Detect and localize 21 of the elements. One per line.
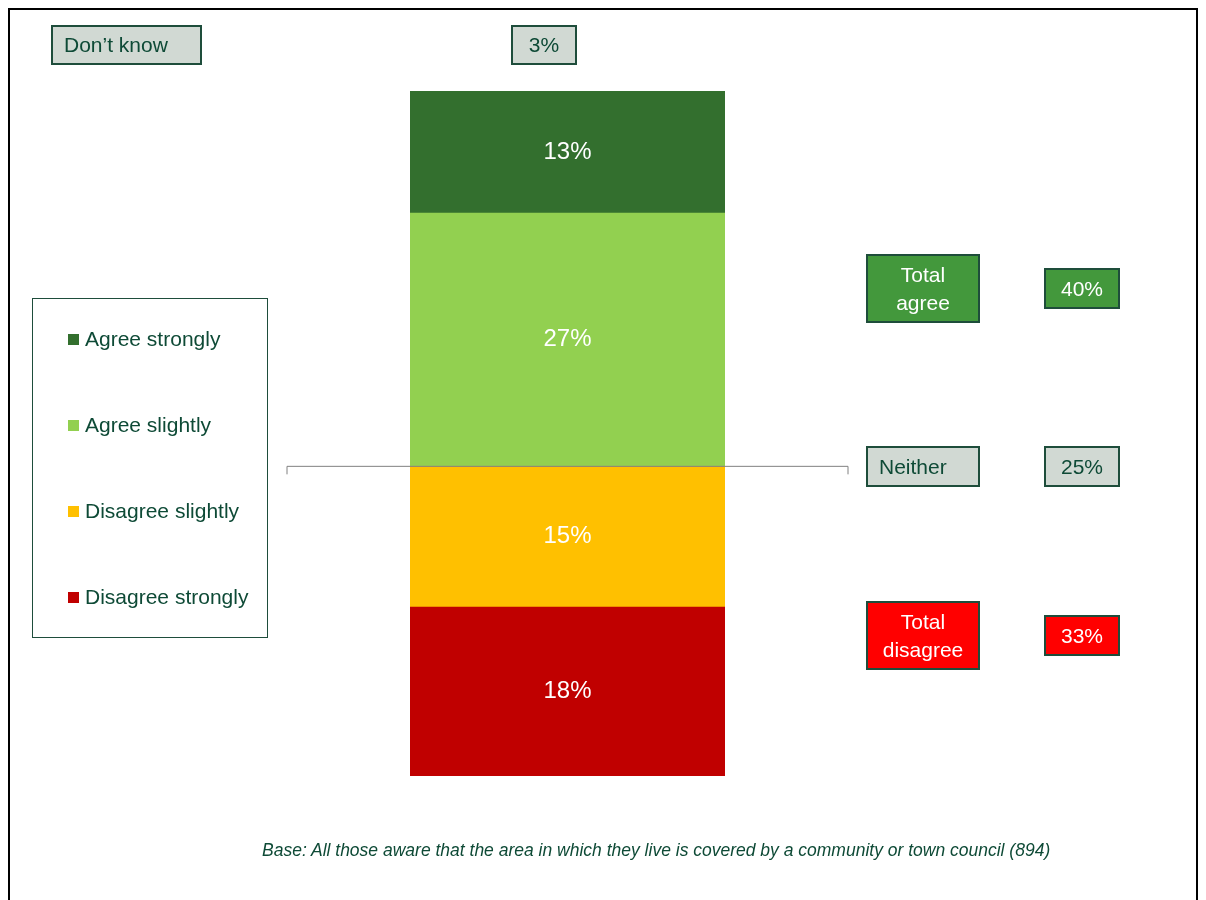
bar [410, 212, 725, 467]
text: Neither [866, 446, 980, 487]
legend-label: Disagree slightly [85, 499, 240, 523]
data-label: 27% [543, 324, 592, 352]
data-label: 18% [543, 676, 592, 704]
text: 25% [1044, 446, 1120, 487]
data-label: 15% [543, 521, 592, 549]
text: Don’t know [51, 25, 202, 65]
text: Base: All those aware that the area in which they live is covered by a community or town council (894) [262, 840, 1051, 861]
legend-label: Disagree strongly [85, 585, 249, 609]
legend-label: Agree slightly [85, 413, 212, 437]
bar [410, 91, 725, 214]
text: 40% [1044, 268, 1120, 309]
legend-label: Agree strongly [85, 327, 221, 351]
text: Total disagree [866, 601, 980, 670]
text: 3% [511, 25, 577, 65]
bar [410, 606, 725, 776]
bar [410, 466, 725, 608]
text: 33% [1044, 615, 1120, 656]
data-label: 13% [543, 136, 592, 164]
text: Total agree [866, 254, 980, 323]
